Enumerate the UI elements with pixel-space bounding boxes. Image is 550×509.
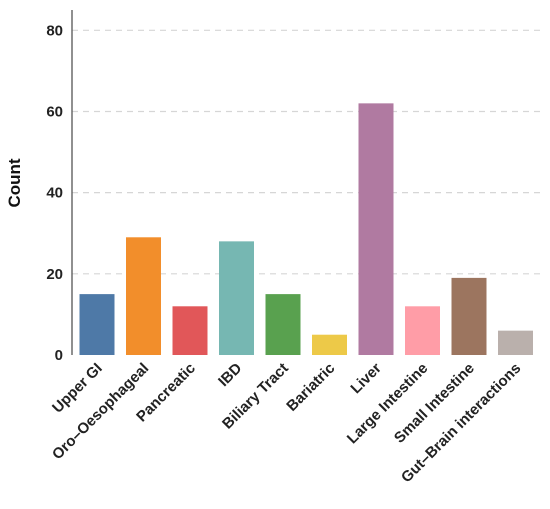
grid-lines xyxy=(72,29,540,275)
bar-small-intestine xyxy=(451,277,487,355)
bar-upper-gi xyxy=(79,294,115,355)
bar-pancreatic xyxy=(172,306,208,355)
bars xyxy=(79,103,533,356)
x-tick-label-bariatric: Bariatric xyxy=(283,360,338,415)
bar-large-intestine xyxy=(405,306,440,355)
bar-oro-oesophageal xyxy=(126,237,161,355)
bar-gut-brain-interactions xyxy=(498,330,533,355)
y-tick-label-80: 80 xyxy=(46,22,63,39)
y-tick-label-20: 20 xyxy=(46,266,63,283)
x-tick-label-large-intestine: Large Intestine xyxy=(344,360,431,447)
x-tick-label-small-intestine: Small Intestine xyxy=(391,360,478,447)
bar-bariatric xyxy=(312,334,347,355)
y-tick-label-0: 0 xyxy=(55,347,63,364)
y-tick-label-40: 40 xyxy=(46,185,63,202)
y-axis-title: Count xyxy=(5,158,24,207)
x-tick-label-liver: Liver xyxy=(347,360,384,397)
x-tick-label-ibd: IBD xyxy=(215,360,245,390)
bar-liver xyxy=(358,103,394,356)
bar-biliary-tract xyxy=(265,294,301,355)
y-tick-label-60: 60 xyxy=(46,103,63,120)
bar-ibd xyxy=(219,241,254,355)
y-tick-labels: 0 20 40 60 80 xyxy=(46,22,63,364)
